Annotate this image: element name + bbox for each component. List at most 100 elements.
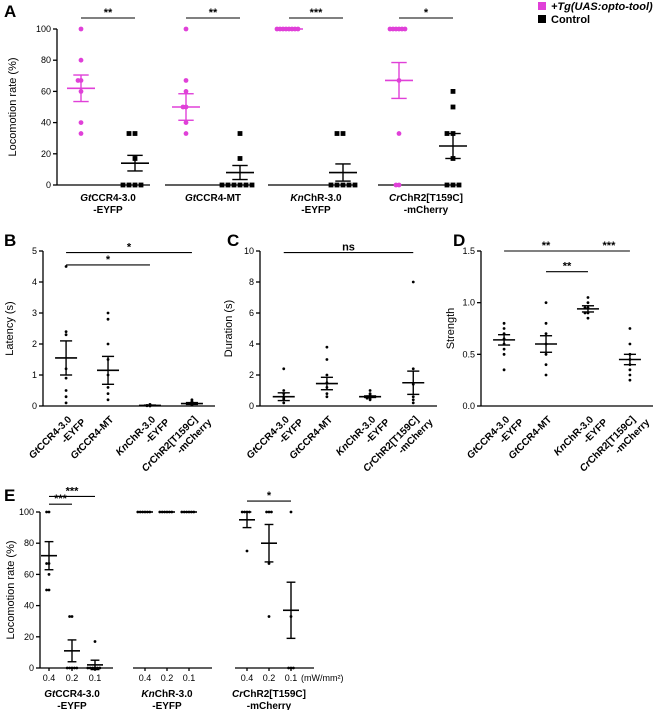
panel-e-group: 0.4 0.2 0.1 KnChR-3.0 -EYFP [133, 510, 212, 710]
panel-a-group: ** GtCCR4-3.0 -EYFP [57, 7, 150, 216]
opto-point [78, 131, 84, 136]
panel-a-category-species: Kn [290, 193, 303, 204]
control-point [138, 182, 144, 188]
data-point [544, 301, 548, 305]
data-point [64, 376, 68, 380]
panel-a-sig-label: ** [209, 7, 218, 19]
data-point [75, 666, 79, 670]
panel-c-y-tick-label: 0 [249, 401, 254, 411]
panel-c: C 0 2 4 6 8 10 Duration (s) GtCCR4-3.0-EYFPGtCCR… [223, 231, 437, 474]
data-point [106, 386, 110, 389]
control-point [237, 131, 243, 136]
panel-a-category-construct: ChR2[T159C] [400, 193, 463, 204]
data-point [64, 389, 68, 392]
data-point [98, 666, 102, 670]
panel-a-category-tag: -mCherry [404, 205, 449, 216]
data-point [325, 345, 329, 349]
data-point [544, 352, 548, 356]
panel-e-category-species: Kn [141, 689, 154, 700]
data-point [64, 265, 68, 268]
control-point [334, 182, 340, 188]
data-point [45, 510, 48, 514]
data-point [64, 333, 68, 337]
data-point [245, 549, 249, 553]
panel-b-y-tick-label: 0 [32, 401, 37, 411]
data-point [287, 666, 290, 670]
data-point [325, 395, 329, 399]
data-point [586, 316, 590, 320]
control-point [456, 182, 462, 188]
control-point [450, 89, 456, 94]
data-point [628, 368, 632, 372]
panel-b-letter: B [4, 231, 16, 250]
data-point [282, 367, 286, 371]
control-point [444, 182, 450, 188]
data-point [64, 330, 68, 333]
data-point [292, 666, 295, 670]
panel-c-category-construct: CCR4-MT [295, 414, 335, 454]
data-point [628, 342, 632, 346]
control-point [450, 182, 456, 188]
panel-c-y-tick-label: 8 [249, 277, 254, 287]
panel-e-y-tick-label: 80 [24, 538, 34, 548]
panel-e-letter: E [4, 486, 15, 505]
panel-e-category-tag: -EYFP [152, 701, 182, 710]
panel-e-y-tick-label: 0 [29, 663, 34, 673]
opto-point [396, 131, 402, 136]
panel-d-sig-label: ** [563, 261, 572, 273]
data-point [91, 666, 94, 670]
control-point [340, 131, 346, 136]
opto-point [78, 120, 84, 125]
panel-b-y-tick-label: 4 [32, 277, 37, 287]
data-point [267, 615, 271, 618]
panel-a-category-species: Gt [80, 193, 92, 204]
control-point [243, 182, 249, 188]
data-point [64, 395, 68, 399]
opto-point [393, 182, 399, 188]
opto-point [183, 131, 189, 136]
panel-d-group: CrChR2[T159C]-mCherry [578, 327, 652, 474]
data-point [544, 332, 548, 336]
opto-point [75, 78, 81, 83]
data-point [270, 510, 273, 514]
panel-d-y-label: Strength [445, 308, 457, 350]
opto-point [183, 89, 189, 94]
panel-a-category-construct: CCR4-3.0 [91, 193, 136, 204]
opto-point [78, 57, 84, 63]
control-point [225, 182, 231, 188]
opto-point [387, 26, 393, 32]
panel-e-category: CrChR2[T159C] -mCherry [232, 689, 306, 710]
data-point [411, 401, 415, 405]
panel-a-y-tick-label: 40 [41, 118, 51, 128]
data-point [45, 562, 48, 565]
data-point [68, 666, 71, 670]
panel-b-y-tick-label: 1 [32, 370, 37, 380]
panel-d-letter: D [453, 231, 465, 250]
panel-e-x-tick-label: 0.1 [89, 673, 102, 683]
panel-a-category-tag: -EYFP [301, 205, 331, 216]
data-point [96, 666, 99, 670]
panel-e-y-tick-label: 100 [19, 507, 34, 517]
panel-a-group: * CrChR2[T159C] -mCherry [378, 7, 467, 216]
legend-swatch [538, 2, 546, 10]
data-point [88, 666, 92, 670]
panel-b-group: GtCCR4-3.0-EYFP [27, 265, 89, 461]
control-point [132, 182, 138, 188]
data-point [267, 510, 271, 514]
panel-b-sig-label: * [106, 254, 111, 266]
panel-a-sig-label: * [424, 7, 429, 19]
control-point [126, 131, 132, 136]
control-point [328, 182, 334, 188]
panel-e-category-tag: -EYFP [57, 701, 87, 710]
control-point [132, 131, 138, 136]
panel-e-y-tick-label: 60 [24, 569, 34, 579]
panel-a-sig-label: *** [310, 7, 324, 19]
control-point [219, 182, 225, 188]
panel-a-y-tick-label: 60 [41, 86, 51, 96]
data-point [325, 392, 329, 395]
panel-c-y-tick-label: 2 [249, 370, 254, 380]
data-point [325, 358, 329, 361]
data-point [93, 640, 97, 643]
